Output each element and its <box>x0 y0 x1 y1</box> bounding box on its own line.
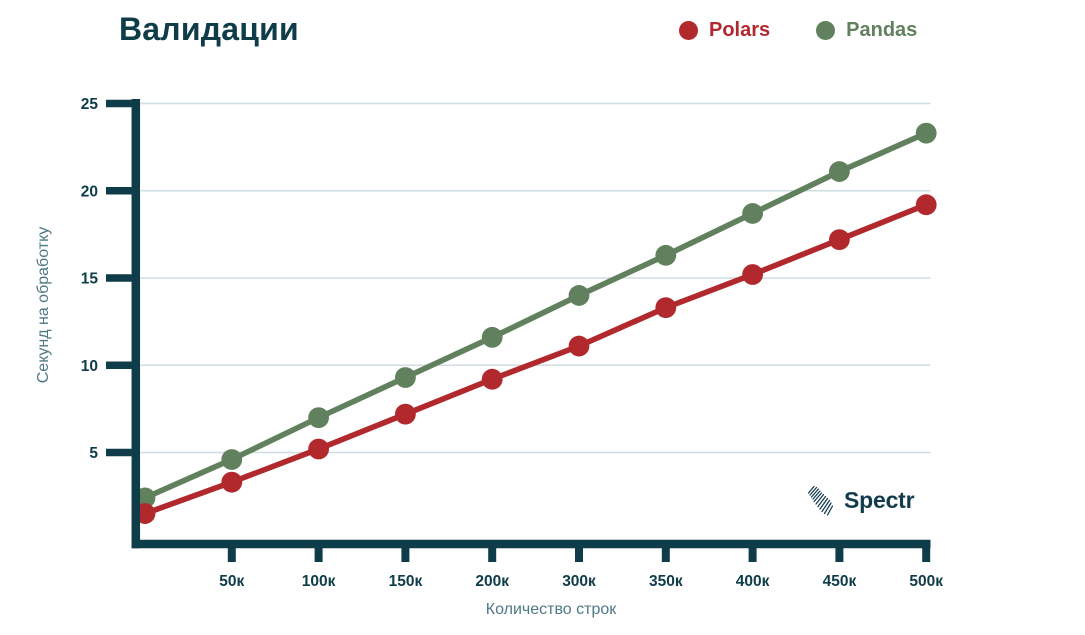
y-tick-label: 20 <box>81 183 98 200</box>
y-axis-label: Секунд на обработку <box>35 226 52 384</box>
data-point-pandas <box>481 326 503 348</box>
chart-legend: Polars Pandas <box>679 20 917 40</box>
data-point-polars <box>568 335 590 357</box>
data-point-pandas <box>742 203 763 224</box>
x-tick-label: 100к <box>302 573 336 590</box>
data-point-pandas <box>655 244 677 266</box>
spectr-zebra-icon <box>807 485 834 516</box>
data-point-polars <box>395 403 416 425</box>
axes: 5 10 15 20 25 50к 100к 150к 200к 300к 350к 400к 450к… <box>81 96 943 590</box>
data-point-pandas <box>829 161 850 182</box>
data-point-pandas <box>915 122 937 144</box>
x-tick-label: 150к <box>389 573 423 590</box>
series-pandas <box>134 122 937 509</box>
y-tick-label: 15 <box>81 271 99 288</box>
legend-label-pandas: Pandas <box>846 19 918 41</box>
data-point-polars <box>915 194 937 216</box>
legend-item-polars: Polars <box>679 20 770 40</box>
y-tick-label: 10 <box>81 358 98 375</box>
data-point-polars <box>221 471 243 493</box>
gridlines <box>140 102 931 454</box>
data-point-polars <box>308 438 329 460</box>
x-tick-label: 500к <box>909 573 943 590</box>
x-tick-label: 450к <box>823 573 857 590</box>
x-tick-label: 50к <box>219 573 244 590</box>
pandas-dot-icon <box>816 20 836 40</box>
polars-dot-icon <box>679 20 698 40</box>
data-point-polars <box>655 297 677 319</box>
brand-watermark: Spectr <box>805 484 915 517</box>
y-tick-label: 5 <box>89 445 98 462</box>
data-point-polars <box>829 229 850 251</box>
x-tick-label: 300к <box>562 573 596 590</box>
x-tick-label: 400к <box>736 573 770 590</box>
x-tick-label: 200к <box>475 573 509 590</box>
data-point-pandas <box>568 285 590 306</box>
x-tick-label: 350к <box>649 573 683 590</box>
data-point-polars <box>481 368 503 390</box>
brand-name: Spectr <box>844 487 915 513</box>
data-point-polars <box>742 264 763 285</box>
chart-title: Валидации <box>119 11 299 47</box>
legend-item-pandas: Pandas <box>816 20 917 40</box>
data-point-pandas <box>395 367 416 388</box>
series-polars <box>134 194 937 524</box>
legend-label-polars: Polars <box>709 19 771 41</box>
data-point-pandas <box>308 407 329 428</box>
y-tick-label: 25 <box>81 96 99 113</box>
x-axis-label: Количество строк <box>485 601 617 618</box>
data-point-pandas <box>221 449 243 470</box>
